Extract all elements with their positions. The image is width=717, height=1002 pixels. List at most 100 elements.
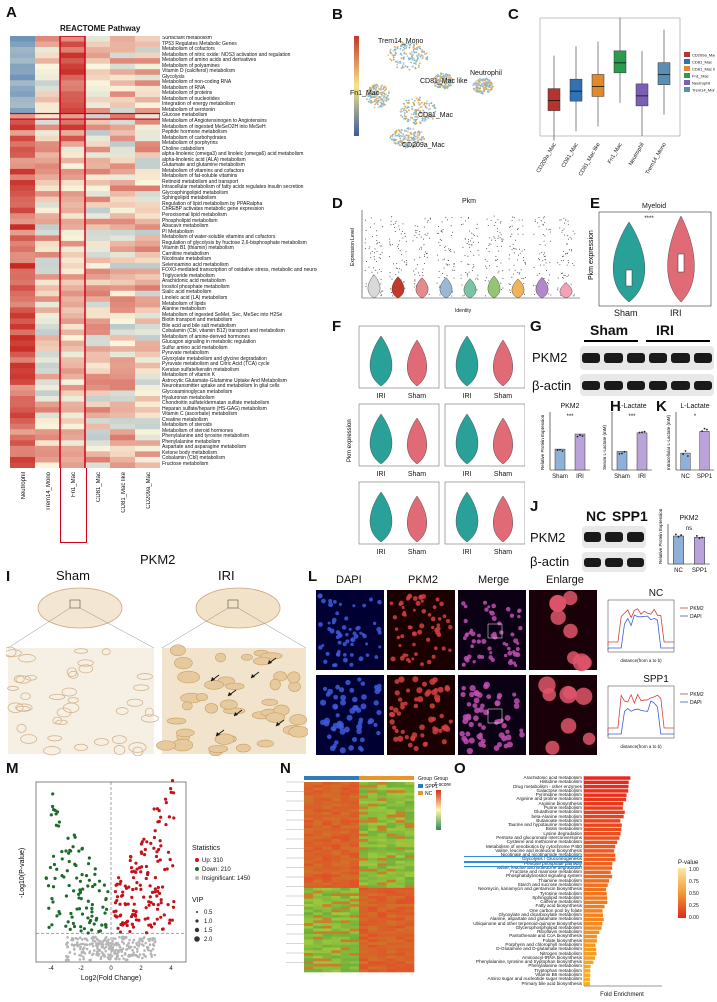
panel-a-heatmap xyxy=(10,36,160,468)
if-cell xyxy=(357,677,362,682)
heatmap-cell xyxy=(135,113,160,120)
heatn-cell xyxy=(313,841,323,845)
violin-d-point xyxy=(472,267,474,269)
pathway-label: Retinoid metabolism and transport xyxy=(162,178,239,185)
heatn-cell xyxy=(368,817,378,821)
volcano-point-down xyxy=(90,910,94,914)
enrichment-bar xyxy=(584,797,627,802)
heatmap-cell xyxy=(60,196,86,203)
heatmap-cell xyxy=(85,401,111,408)
volcano-point-down xyxy=(57,820,62,824)
volcano-legend-swatch xyxy=(195,858,199,862)
violin-d-point xyxy=(514,248,516,250)
violin-d-point xyxy=(467,255,469,257)
umap-point xyxy=(400,67,403,70)
heatmap-cell xyxy=(10,52,36,59)
umap-point xyxy=(434,110,437,113)
box-category-label: Neutrophil xyxy=(628,142,646,167)
ihc-tubule xyxy=(144,707,154,717)
heatn-cell xyxy=(304,898,314,902)
volcano-point-up xyxy=(153,887,157,891)
heatn-cell xyxy=(386,958,396,962)
heatn-cell xyxy=(331,944,341,948)
heatmap-cell xyxy=(60,174,86,181)
volcano-point-down xyxy=(93,867,97,871)
volcano-point-insig xyxy=(78,958,82,961)
if-cell xyxy=(439,601,444,607)
umap-point xyxy=(411,65,414,68)
violin-d-point xyxy=(573,294,575,296)
heatn-cell xyxy=(349,849,360,853)
heatn-cell xyxy=(322,923,332,927)
violin-d-point xyxy=(567,238,569,240)
volcano-point-up xyxy=(137,918,141,922)
if-cell xyxy=(424,691,430,697)
pathway-label: Neurotransmitter uptake and metabolism I… xyxy=(162,383,280,390)
heatn-cell xyxy=(349,961,360,965)
heatn-cell xyxy=(331,817,341,821)
heatn-cell xyxy=(395,847,406,851)
heatmap-cell xyxy=(135,263,160,269)
heatn-cell xyxy=(322,782,332,786)
if-cell xyxy=(517,608,522,613)
volcano-point-insig xyxy=(137,944,141,948)
heatn-cell xyxy=(368,953,378,957)
if-cell xyxy=(318,622,323,627)
heatn-cell xyxy=(404,868,415,872)
heatn-cell xyxy=(304,961,314,965)
heatmap-cell xyxy=(85,307,111,314)
ihc-arrow-head xyxy=(228,692,232,696)
umap-point xyxy=(411,55,413,58)
enrichment-pathway-label: Arginine biosynthesis xyxy=(538,800,582,806)
heatmap-cell xyxy=(10,96,36,103)
heatmap-cell xyxy=(60,335,86,341)
heatn-cell xyxy=(395,906,406,910)
umap-point xyxy=(387,98,390,101)
heatn-cell xyxy=(404,879,415,883)
umap-point xyxy=(403,52,406,55)
heatmap-cell xyxy=(10,130,36,136)
heatn-cell xyxy=(340,969,351,973)
bar-mark xyxy=(616,451,628,471)
heatn-cell xyxy=(340,822,351,826)
ihc-tubule xyxy=(289,714,307,726)
heatn-cell xyxy=(349,909,360,913)
volcano-point-up xyxy=(119,894,124,898)
violin-d-point xyxy=(510,291,512,293)
heatn-cell xyxy=(322,909,332,913)
if-cell xyxy=(394,627,399,631)
blot-j-row-pkm2: PKM2 xyxy=(530,530,566,545)
violin-d-point xyxy=(365,285,367,287)
pathway-label: alpha-linolenic acid (ALA) metabolism xyxy=(162,156,246,163)
ihc-tubule xyxy=(62,702,80,713)
heatmap-cell xyxy=(85,191,111,197)
heatn-cell xyxy=(386,847,396,851)
heatn-cell xyxy=(322,809,332,813)
heatn-cell xyxy=(368,820,378,824)
violin-f-label-sham: Sham xyxy=(494,471,512,478)
umap-point xyxy=(378,91,381,94)
heatmap-cell xyxy=(35,257,61,264)
violin-f-label-iri: IRI xyxy=(463,549,472,556)
pathway-label: Metabolism of ingested MeSeO2H into MeSe… xyxy=(162,123,266,130)
if-cell xyxy=(518,625,523,631)
heatn-cell xyxy=(313,874,323,878)
if-cell xyxy=(496,718,502,724)
bar-category-label: Sham xyxy=(614,474,630,480)
violin-d-point xyxy=(414,279,416,281)
heatn-cell xyxy=(386,806,396,810)
volcano-point-up xyxy=(156,903,160,907)
heatn-cell xyxy=(377,811,387,815)
heatn-cell xyxy=(368,887,378,891)
umap-point xyxy=(394,60,397,63)
heatmap-cell xyxy=(135,324,160,330)
umap-point xyxy=(423,103,426,106)
heatn-cell xyxy=(340,855,351,859)
heatmap-cell xyxy=(60,185,86,192)
heatn-cell xyxy=(404,955,415,959)
umap-point xyxy=(396,63,398,66)
heatn-cell xyxy=(313,863,323,867)
violin-d-point xyxy=(538,217,540,219)
ihc-tubule xyxy=(156,740,177,751)
if-cell xyxy=(406,595,411,600)
